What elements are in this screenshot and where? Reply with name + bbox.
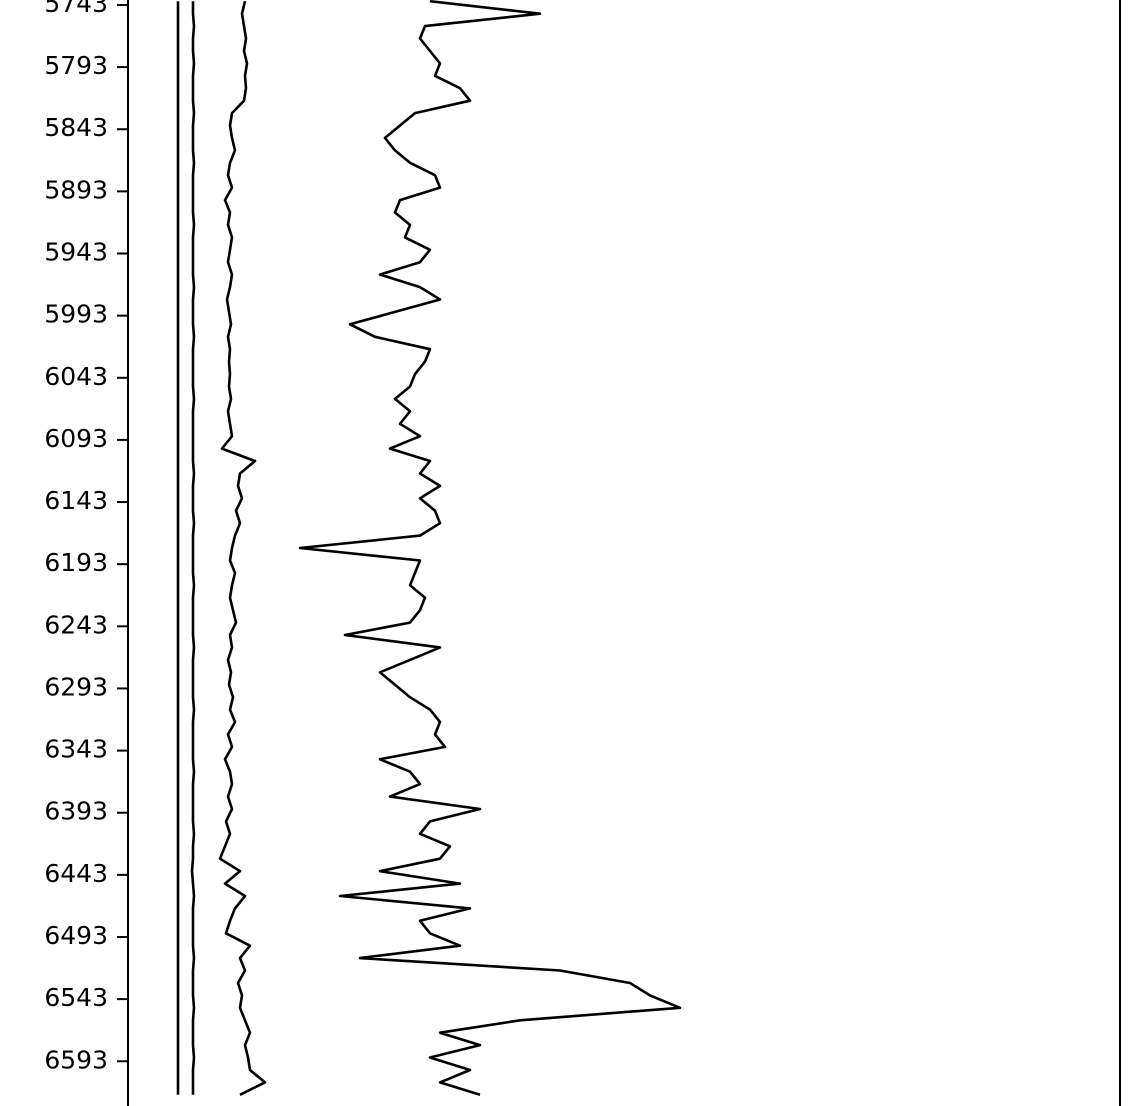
y-tick-label: 6543 <box>44 983 108 1012</box>
y-tick-label: 5793 <box>44 51 108 80</box>
y-tick-label: 6493 <box>44 921 108 950</box>
y-tick-label: 6093 <box>44 424 108 453</box>
y-tick-label: 6243 <box>44 610 108 639</box>
log-curve <box>218 0 267 1096</box>
y-tick-label: 5843 <box>44 113 108 142</box>
plot-area <box>176 0 682 1097</box>
y-tick-label: 5943 <box>44 238 108 267</box>
y-tick-label: 6443 <box>44 859 108 888</box>
y-tick-label: 6343 <box>44 735 108 764</box>
y-tick-label: 6593 <box>44 1045 108 1074</box>
y-tick-label: 6143 <box>44 486 108 515</box>
y-tick-label: 5993 <box>44 300 108 329</box>
y-tick-label: 5893 <box>44 175 108 204</box>
y-tick-label: 6043 <box>44 362 108 391</box>
log-curve <box>190 1 196 1095</box>
y-tick-label: 6293 <box>44 672 108 701</box>
y-tick-label: 5743 <box>44 0 108 18</box>
log-curve <box>298 0 682 1097</box>
y-tick-label: 6393 <box>44 797 108 826</box>
y-tick-label: 6193 <box>44 548 108 577</box>
